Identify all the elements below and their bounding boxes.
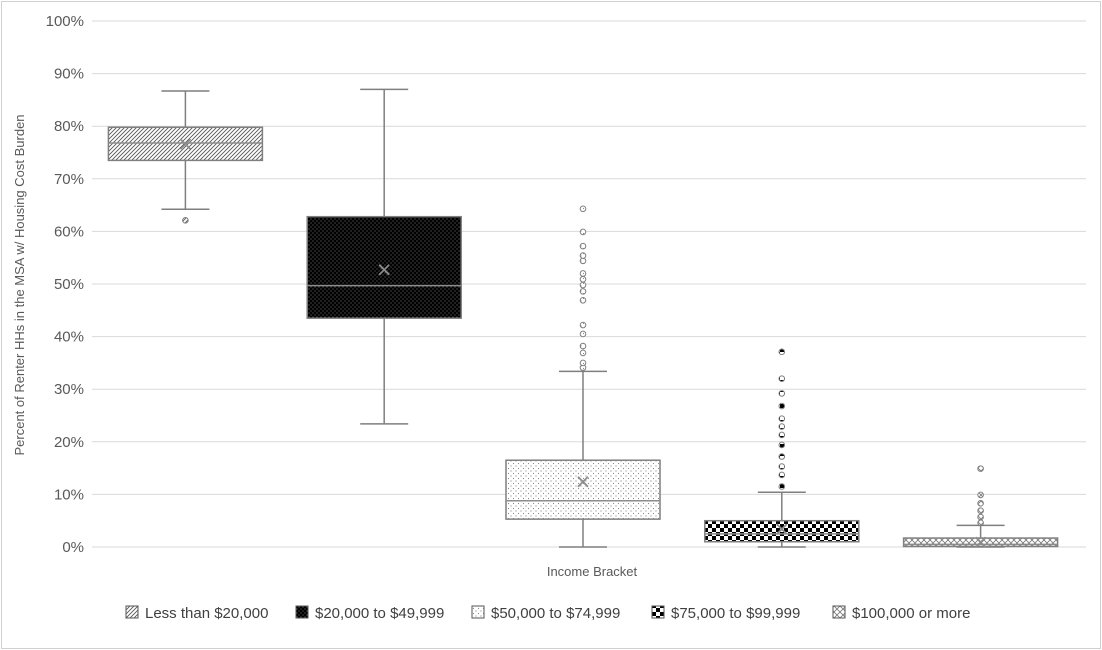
outlier-point (778, 415, 786, 422)
box-3 (505, 205, 661, 548)
legend-label: $50,000 to $74,999 (491, 605, 620, 622)
outlier-point (579, 281, 587, 289)
y-tick-label: 30% (54, 381, 84, 398)
outlier-point (579, 257, 587, 265)
outlier-point (977, 507, 984, 515)
outlier-point (579, 342, 587, 350)
box-4 (704, 348, 860, 548)
y-axis-title: Percent of Renter HHs in the MSA w/ Hous… (12, 114, 27, 455)
outlier-point (778, 483, 786, 490)
legend-item: $100,000 or more (832, 605, 970, 622)
outlier-point (579, 228, 587, 236)
legend-item: $50,000 to $74,999 (471, 605, 620, 622)
legend-swatch (832, 605, 846, 619)
legend-swatch (295, 605, 309, 619)
y-tick-label: 20% (54, 434, 84, 451)
outlier-point (579, 205, 587, 213)
box-1 (107, 90, 264, 224)
y-tick-label: 70% (54, 171, 84, 188)
legend-item: $75,000 to $99,999 (651, 605, 800, 622)
legend-label: Less than $20,000 (145, 605, 268, 622)
y-tick-label: 90% (54, 66, 84, 83)
outlier-point (579, 242, 587, 250)
outlier-point (778, 441, 786, 449)
legend-label: $100,000 or more (852, 605, 970, 622)
outlier-point (977, 500, 984, 507)
y-tick-label: 80% (54, 118, 84, 135)
outlier-point (778, 431, 786, 439)
box-series (107, 88, 1059, 548)
mean-marker (179, 138, 192, 150)
outlier-point (579, 349, 587, 357)
outlier-point (778, 375, 786, 382)
mean-x (577, 476, 589, 488)
y-tick-label: 60% (54, 223, 84, 240)
mean-marker (974, 536, 987, 548)
mean-marker (378, 264, 390, 276)
outlier-point (778, 471, 786, 479)
legend: Less than $20,000 $20,000 to $49,999 $50… (125, 605, 970, 622)
outlier-point (778, 348, 786, 356)
legend-item: Less than $20,000 (125, 605, 268, 622)
mean-x (378, 264, 390, 276)
mean-x (179, 138, 192, 150)
legend-swatch (651, 605, 665, 619)
outlier-point (977, 519, 984, 527)
outlier-point (579, 297, 587, 304)
outlier-point (182, 217, 189, 224)
mean-marker (577, 476, 589, 488)
mean-x (974, 536, 987, 548)
outlier-point (778, 463, 786, 470)
box-5 (902, 465, 1059, 548)
outlier-point (977, 491, 984, 499)
outlier-point (778, 453, 786, 460)
iqr-box (306, 215, 462, 319)
outlier-point (579, 252, 587, 259)
legend-item: $20,000 to $49,999 (295, 605, 444, 622)
y-tick-label: 0% (62, 539, 84, 556)
box-2 (306, 88, 462, 425)
y-axis-ticks: 0% 10% 20% 30% 40% 50% 60% 70% 80% 90% 1… (46, 13, 84, 556)
y-tick-label: 100% (46, 13, 84, 30)
legend-label: $75,000 to $99,999 (671, 605, 800, 622)
outlier-point (579, 321, 587, 329)
mean-marker (776, 523, 788, 535)
y-tick-label: 50% (54, 276, 84, 293)
outlier-point (579, 288, 587, 295)
outlier-point (977, 465, 984, 472)
legend-swatch (125, 605, 139, 619)
outlier-point (778, 390, 786, 397)
y-tick-label: 40% (54, 329, 84, 346)
outlier-point (778, 423, 786, 430)
mean-x (776, 523, 788, 535)
outlier-point (579, 270, 587, 277)
outlier-point (579, 359, 587, 367)
outlier-point (579, 275, 587, 283)
y-tick-label: 10% (54, 486, 84, 503)
iqr-box (704, 519, 860, 543)
outlier-point (977, 513, 984, 521)
outlier-point (579, 330, 587, 338)
x-axis-title: Income Bracket (547, 564, 638, 579)
legend-swatch (471, 605, 485, 619)
iqr-box (505, 459, 661, 520)
legend-label: $20,000 to $49,999 (315, 605, 444, 622)
outlier-point (778, 402, 786, 410)
